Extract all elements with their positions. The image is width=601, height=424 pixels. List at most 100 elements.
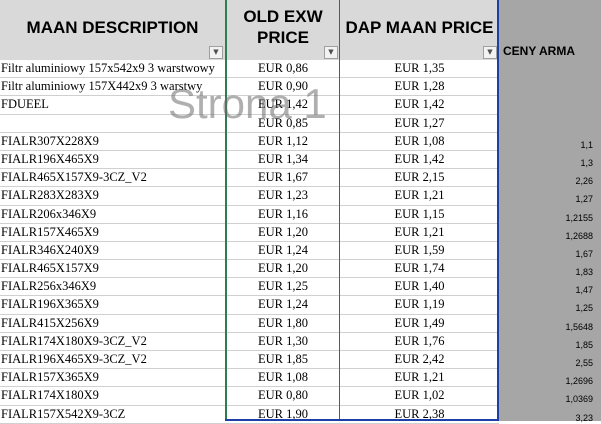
- cell-dap-maan-price[interactable]: EUR 1,40: [394, 279, 445, 294]
- cell-dap-maan-price[interactable]: EUR 2,15: [394, 170, 445, 185]
- cell-old-exw-price[interactable]: EUR 1,08: [258, 370, 308, 385]
- cell-description[interactable]: FIALR206x346X9: [1, 206, 97, 221]
- cell-old-exw-price[interactable]: EUR 1,85: [258, 352, 308, 366]
- cell-description[interactable]: FIALR346X240X9: [1, 242, 99, 257]
- cell-dap-maan-price[interactable]: EUR 1,21: [394, 370, 445, 385]
- cell-dap-maan-price[interactable]: EUR 1,76: [394, 333, 445, 348]
- table-row[interactable]: FIALR157X465X9 EUR 1,20 EUR 1,21 1,2688: [0, 224, 593, 242]
- table-row[interactable]: FIALR307X228X9 EUR 1,12 EUR 1,08 1,1: [0, 133, 593, 151]
- table-row[interactable]: FIALR174X180X9 EUR 0,80 EUR 1,02 1,0369: [0, 387, 593, 406]
- cell-description[interactable]: [1, 115, 225, 132]
- table-row[interactable]: FIALR196X465X9-3CZ_V2 EUR 1,85 EUR 2,42 2,5…: [0, 351, 593, 370]
- cell-description[interactable]: Filtr aluminiowy 157x542x9 3 warstwowy: [1, 61, 215, 75]
- cell-description[interactable]: FIALR465X157X9: [1, 261, 99, 276]
- cell-dap-maan-price[interactable]: EUR 1,19: [394, 297, 445, 312]
- cell-dap-maan-price[interactable]: EUR 1,42: [394, 151, 445, 166]
- cell-ceny-arma[interactable]: 1,3: [580, 157, 593, 168]
- cell-description[interactable]: FIALR307X228X9: [1, 133, 99, 148]
- cell-description[interactable]: FIALR196X465X9: [1, 151, 99, 166]
- cell-old-exw-price[interactable]: EUR 1,24: [258, 297, 308, 312]
- cell-dap-maan-price[interactable]: EUR 2,38: [394, 406, 445, 421]
- cell-dap-maan-price[interactable]: EUR 1,28: [394, 79, 445, 94]
- cell-description[interactable]: FIALR174X180X9-3CZ_V2: [1, 333, 147, 348]
- cell-old-exw-price[interactable]: EUR 0,80: [258, 388, 308, 403]
- cell-description[interactable]: FIALR157X542X9-3CZ: [1, 406, 126, 421]
- cell-old-exw-price[interactable]: EUR 1,30: [258, 333, 308, 348]
- cell-dap-maan-price[interactable]: EUR 1,21: [394, 224, 445, 239]
- cell-description[interactable]: FIALR415X256X9: [1, 315, 99, 330]
- cell-ceny-arma[interactable]: 1,0369: [565, 394, 593, 405]
- cell-old-exw-price[interactable]: EUR 1,23: [258, 188, 308, 203]
- header-ceny-arma[interactable]: CENY ARMA: [503, 44, 576, 58]
- cell-ceny-arma[interactable]: 1,5648: [565, 321, 593, 332]
- table-row[interactable]: Filtr aluminiowy 157X442x9 3 warstwy EUR …: [0, 78, 499, 97]
- table-row[interactable]: FIALR283X283X9 EUR 1,23 EUR 1,21 1,27: [0, 187, 593, 206]
- table-row[interactable]: FIALR346X240X9 EUR 1,24 EUR 1,59 1,67: [0, 242, 593, 261]
- cell-old-exw-price[interactable]: EUR 0,86: [258, 61, 308, 75]
- header-dap-maan-price[interactable]: DAP MAAN PRICE ▼: [340, 0, 499, 60]
- table-row[interactable]: FIALR415X256X9 EUR 1,80 EUR 1,49 1,5648: [0, 315, 593, 333]
- cell-description[interactable]: FIALR283X283X9: [1, 188, 99, 203]
- cell-ceny-arma[interactable]: 2,26: [575, 176, 593, 187]
- cell-ceny-arma[interactable]: 1,83: [575, 267, 593, 278]
- header-old-exw-price[interactable]: OLD EXW PRICE ▼: [226, 0, 340, 60]
- cell-ceny-arma[interactable]: 1,47: [575, 285, 593, 296]
- cell-old-exw-price[interactable]: EUR 1,20: [258, 224, 308, 239]
- cell-ceny-arma[interactable]: 1,2688: [565, 230, 593, 241]
- cell-dap-maan-price[interactable]: EUR 1,27: [394, 115, 445, 130]
- table-row[interactable]: FIALR465X157X9-3CZ_V2 EUR 1,67 EUR 2,15 2,2…: [0, 169, 593, 188]
- table-row[interactable]: Filtr aluminiowy 157x542x9 3 warstwowy EU…: [0, 60, 499, 79]
- cell-dap-maan-price[interactable]: EUR 1,35: [394, 61, 445, 75]
- cell-old-exw-price[interactable]: EUR 1,90: [258, 406, 308, 421]
- cell-dap-maan-price[interactable]: EUR 1,15: [394, 206, 445, 221]
- cell-ceny-arma[interactable]: 3,23: [575, 412, 593, 423]
- filter-dropdown-icon[interactable]: ▼: [324, 46, 338, 59]
- table-row[interactable]: FIALR157X542X9-3CZ EUR 1,90 EUR 2,38 3,23: [0, 406, 593, 424]
- cell-description[interactable]: FIALR157X465X9: [1, 224, 99, 239]
- cell-ceny-arma[interactable]: 1,67: [575, 248, 593, 259]
- cell-dap-maan-price[interactable]: EUR 1,59: [394, 242, 445, 257]
- header-maan-description[interactable]: MAAN DESCRIPTION ▼: [0, 0, 226, 60]
- cell-dap-maan-price[interactable]: EUR 1,49: [394, 315, 445, 330]
- cell-old-exw-price[interactable]: EUR 1,67: [258, 170, 308, 185]
- cell-old-exw-price[interactable]: EUR 0,85: [258, 115, 308, 130]
- cell-ceny-arma[interactable]: 1,27: [575, 194, 593, 205]
- cell-dap-maan-price[interactable]: EUR 1,42: [394, 97, 445, 112]
- cell-description[interactable]: FDUEEL: [1, 97, 49, 112]
- table-row[interactable]: FIALR196X465X9 EUR 1,34 EUR 1,42 1,3: [0, 151, 593, 170]
- cell-old-exw-price[interactable]: EUR 1,24: [258, 242, 308, 257]
- cell-ceny-arma[interactable]: 1,2696: [565, 376, 593, 387]
- table-row[interactable]: FIALR465X157X9 EUR 1,20 EUR 1,74 1,83: [0, 260, 593, 279]
- filter-dropdown-icon[interactable]: ▼: [483, 46, 497, 59]
- table-row[interactable]: FDUEEL EUR 1,42 EUR 1,42: [0, 96, 499, 115]
- cell-ceny-arma[interactable]: 2,55: [575, 358, 593, 368]
- table-row[interactable]: EUR 0,85 EUR 1,27: [0, 115, 499, 133]
- cell-ceny-arma[interactable]: 1,85: [575, 339, 593, 350]
- cell-dap-maan-price[interactable]: EUR 1,21: [394, 188, 445, 203]
- cell-dap-maan-price[interactable]: EUR 1,74: [394, 261, 445, 276]
- cell-dap-maan-price[interactable]: EUR 1,08: [394, 133, 445, 148]
- cell-old-exw-price[interactable]: EUR 1,25: [258, 279, 308, 294]
- table-row[interactable]: FIALR157X365X9 EUR 1,08 EUR 1,21 1,2696: [0, 369, 593, 388]
- cell-ceny-arma[interactable]: 1,2155: [565, 212, 593, 223]
- cell-description[interactable]: FIALR465X157X9-3CZ_V2: [1, 170, 147, 185]
- cell-description[interactable]: FIALR256x346X9: [1, 279, 97, 294]
- cell-ceny-arma[interactable]: 1,1: [580, 139, 593, 150]
- cell-description[interactable]: FIALR157X365X9: [1, 370, 99, 385]
- cell-description[interactable]: FIALR196X365X9: [1, 297, 99, 312]
- cell-old-exw-price[interactable]: EUR 1,42: [258, 97, 308, 112]
- filter-dropdown-icon[interactable]: ▼: [209, 46, 223, 59]
- cell-old-exw-price[interactable]: EUR 0,90: [258, 79, 308, 94]
- cell-old-exw-price[interactable]: EUR 1,34: [258, 151, 308, 166]
- table-row[interactable]: FIALR206x346X9 EUR 1,16 EUR 1,15 1,2155: [0, 206, 593, 224]
- cell-description[interactable]: Filtr aluminiowy 157X442x9 3 warstwy: [1, 79, 203, 94]
- table-row[interactable]: FIALR196X365X9 EUR 1,24 EUR 1,19 1,25: [0, 296, 593, 315]
- cell-old-exw-price[interactable]: EUR 1,80: [258, 315, 308, 330]
- cell-dap-maan-price[interactable]: EUR 1,02: [394, 388, 445, 403]
- cell-old-exw-price[interactable]: EUR 1,16: [258, 206, 308, 221]
- cell-description[interactable]: FIALR196X465X9-3CZ_V2: [1, 352, 147, 366]
- cell-description[interactable]: FIALR174X180X9: [1, 388, 99, 403]
- table-row[interactable]: FIALR174X180X9-3CZ_V2 EUR 1,30 EUR 1,76 1,8…: [0, 333, 593, 351]
- cell-dap-maan-price[interactable]: EUR 2,42: [394, 352, 445, 366]
- cell-ceny-arma[interactable]: 1,25: [575, 303, 593, 314]
